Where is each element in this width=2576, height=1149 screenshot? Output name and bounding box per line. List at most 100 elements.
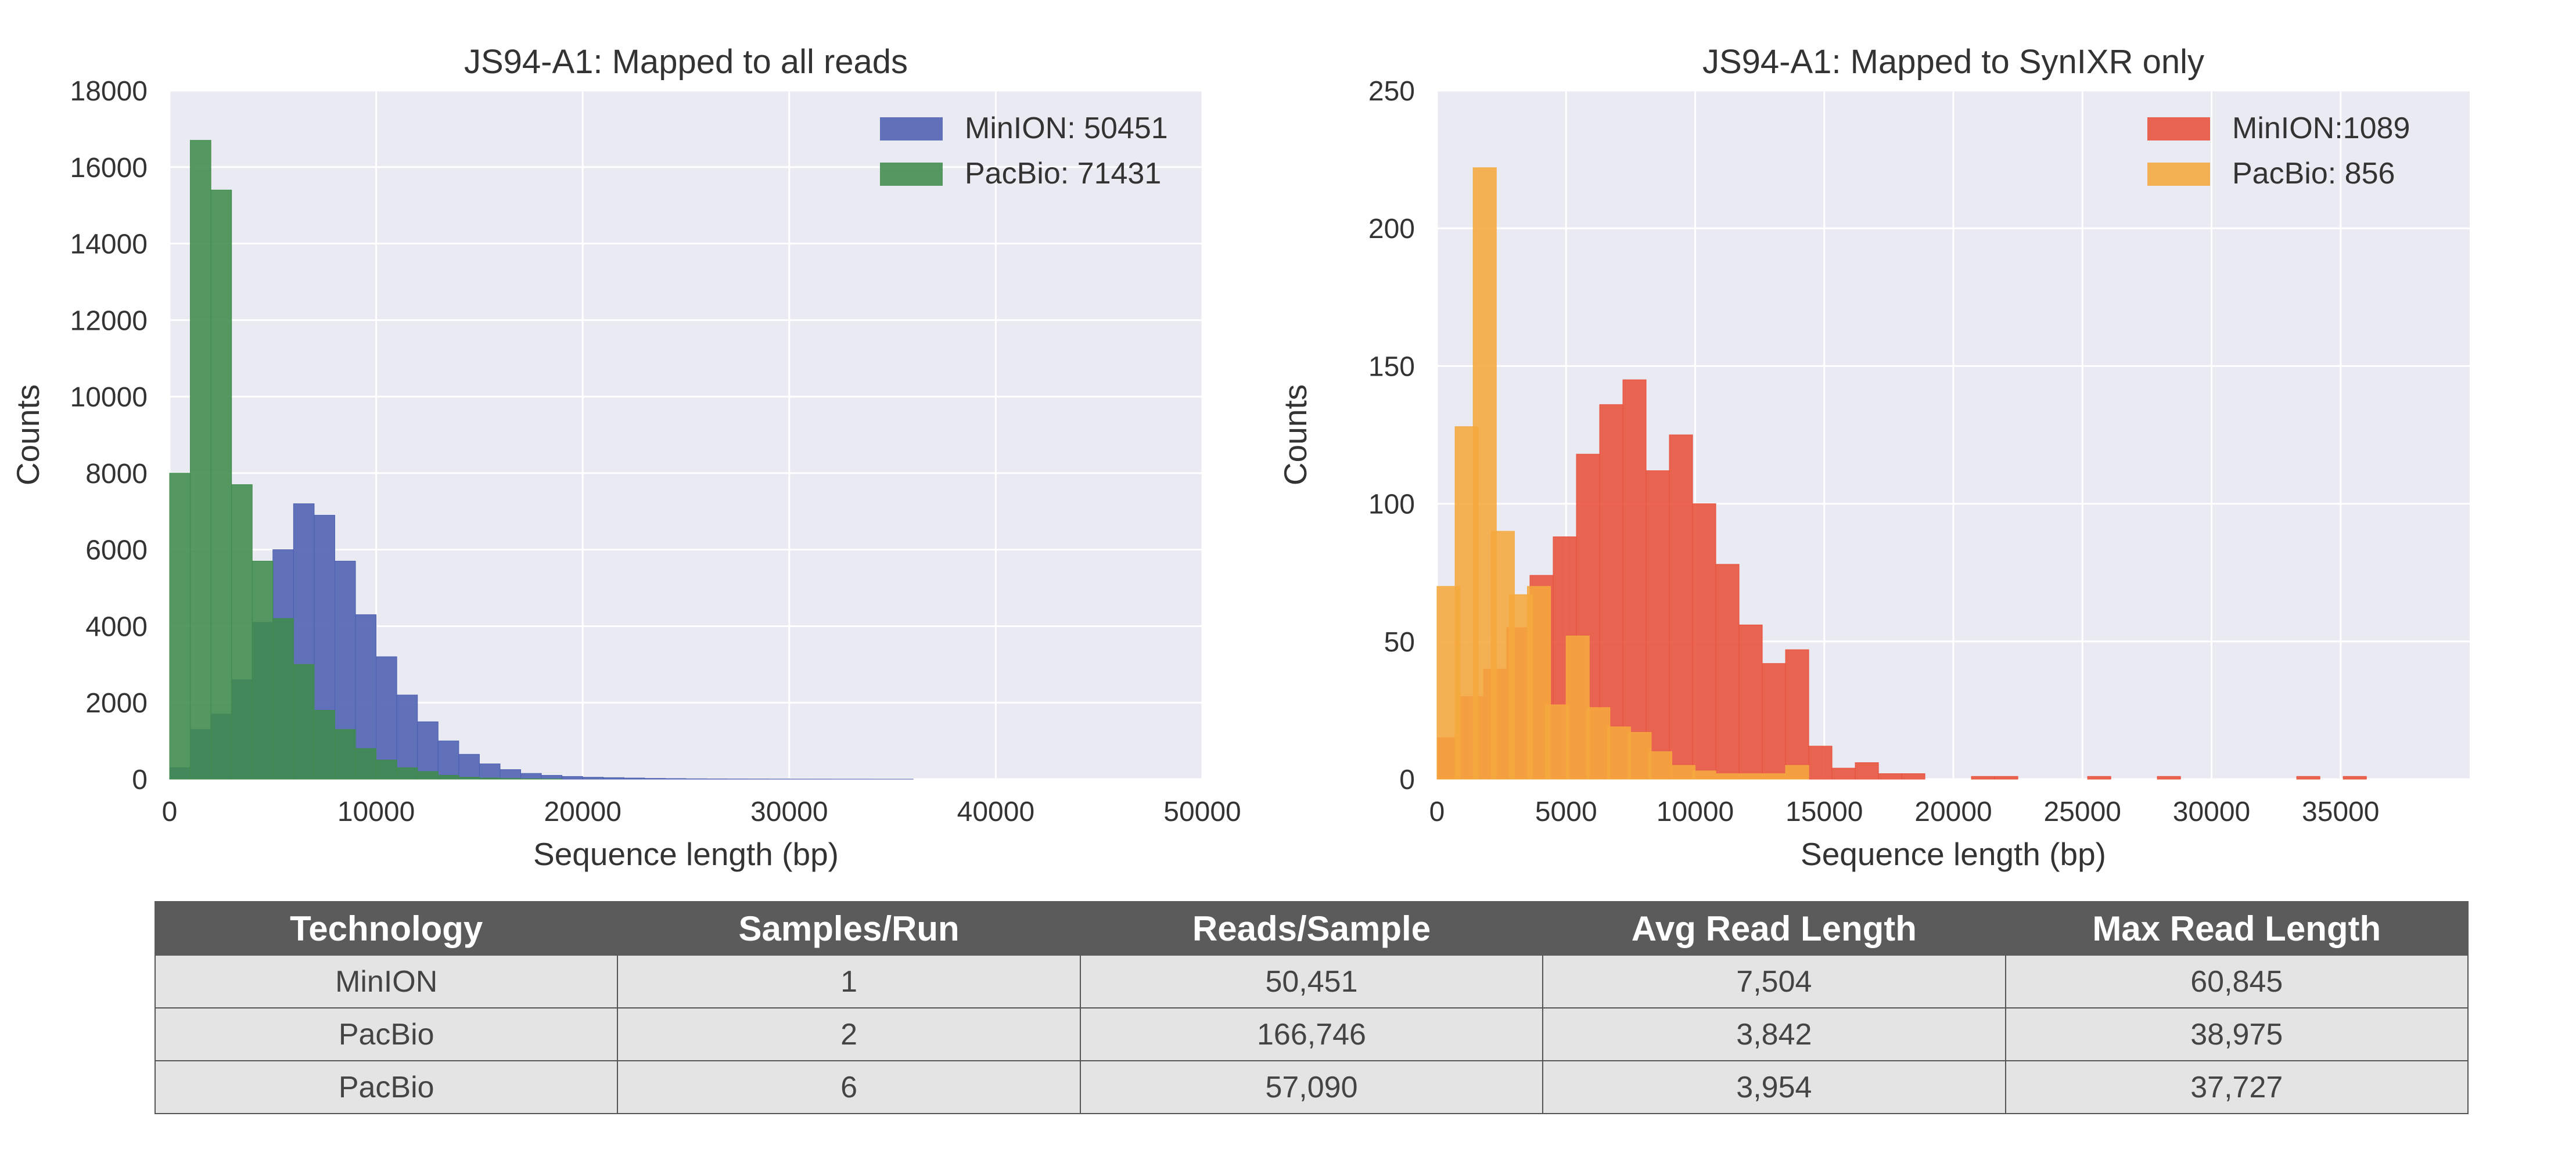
y-tick-label: 100 [1368, 489, 1415, 520]
y-tick-label: 10000 [70, 382, 148, 413]
legend-swatch [880, 117, 943, 141]
legend-label: MinION:1089 [2232, 111, 2410, 145]
x-tick-label: 30000 [750, 797, 828, 827]
y-tick-label: 18000 [70, 76, 148, 107]
series-2 [1436, 167, 1809, 780]
x-tick-label: 20000 [544, 797, 621, 827]
histogram-bar [500, 769, 522, 780]
cell-avg-read-length: 3,842 [1542, 1007, 2006, 1061]
histogram-bar [1692, 503, 1716, 780]
cell-avg-read-length: 7,504 [1542, 955, 2006, 1008]
histogram-bar [169, 473, 191, 780]
x-tick-label: 20000 [1914, 797, 1992, 827]
histogram-bar [1715, 564, 1740, 780]
histogram-bar [1785, 649, 1809, 780]
histogram-bar [1669, 434, 1693, 780]
histogram-bar [623, 777, 645, 780]
histogram-bar [1878, 773, 1902, 780]
histogram-bar [1607, 726, 1631, 780]
y-tick-label: 2000 [85, 688, 148, 719]
histogram-bar [1586, 707, 1611, 780]
legend-swatch [880, 163, 943, 186]
histogram-bar [1565, 635, 1590, 780]
y-tick-label: 150 [1368, 351, 1415, 382]
histogram-bar [417, 721, 439, 780]
header-avg-read-length: Avg Read Length [1542, 901, 2006, 956]
legend: MinION:1089 PacBio: 856 [2147, 111, 2410, 190]
histogram-bar [396, 767, 418, 780]
y-axis-label: Counts [1277, 384, 1313, 485]
histogram-bar [2087, 776, 2111, 780]
histogram-bar [437, 740, 459, 780]
histogram-bar [458, 754, 480, 780]
x-tick-label: 35000 [2302, 797, 2379, 827]
x-tick-label: 30000 [2173, 797, 2250, 827]
histogram-bar [1901, 773, 1925, 780]
chart-panel-2: 0 5000 10000 15000 20000 25000 30000 35000 0 50 10… [1277, 43, 2470, 872]
histogram-bar [210, 189, 232, 780]
charts-area: 0 10000 20000 30000 40000 5000002000400060008… [10, 43, 2470, 872]
y-tick-label: 16000 [70, 153, 148, 183]
cell-technology: PacBio [154, 1007, 619, 1061]
histogram-bar [1785, 765, 1809, 780]
cell-samples-run: 1 [617, 955, 1081, 1008]
histogram-bar [1646, 470, 1670, 780]
y-tick-label: 250 [1368, 76, 1415, 107]
table-header-row: Technology Samples/Run Reads/Sample Avg … [154, 901, 2469, 956]
x-tick-label: 50000 [1163, 797, 1241, 827]
histogram-bar [231, 484, 253, 780]
cell-samples-run: 2 [617, 1007, 1081, 1061]
cell-reads-sample: 166,746 [1079, 1007, 1544, 1061]
header-technology: Technology [154, 901, 619, 956]
x-tick-label: 0 [1429, 797, 1445, 827]
chart-panel-1: 0 10000 20000 30000 40000 50000 0 2000 4000 6000 8… [10, 43, 1241, 872]
y-tick-label: 50 [1384, 627, 1415, 658]
x-tick-label: 5000 [1535, 797, 1597, 827]
histogram-bar [1808, 745, 1833, 780]
read-stats-table: Technology Samples/Run Reads/Sample Avg … [154, 901, 2469, 1114]
histogram-bar [437, 775, 459, 780]
histogram-bar [252, 560, 274, 780]
legend-label: PacBio: 856 [2232, 157, 2395, 190]
histogram-bar [1971, 776, 1995, 780]
y-tick-label: 4000 [85, 611, 148, 642]
cell-avg-read-length: 3,954 [1542, 1060, 2006, 1114]
table-row: PacBio 2 166,746 3,842 38,975 [154, 1007, 2469, 1061]
cell-max-read-length: 37,727 [2004, 1060, 2469, 1114]
cell-max-read-length: 38,975 [2004, 1007, 2469, 1061]
histogram-bar [582, 777, 604, 780]
histogram-bar [1762, 773, 1786, 780]
series-2 [169, 140, 563, 780]
chart-title: JS94-A1: Mapped to all reads [464, 43, 908, 81]
x-tick-label: 10000 [337, 797, 415, 827]
histogram-bar [2343, 776, 2367, 780]
x-tick-label: 40000 [957, 797, 1034, 827]
header-max-read-length: Max Read Length [2004, 901, 2469, 956]
x-tick-label: 25000 [2044, 797, 2121, 827]
cell-technology: PacBio [154, 1060, 619, 1114]
x-axis-label: Sequence length (bp) [533, 836, 839, 872]
cell-samples-run: 6 [617, 1060, 1081, 1114]
y-tick-label: 8000 [85, 459, 148, 489]
y-tick-label: 6000 [85, 535, 148, 566]
y-axis-label: Counts [10, 384, 46, 485]
histogram-bar [376, 759, 397, 780]
chart-title: JS94-A1: Mapped to SynIXR only [1702, 43, 2204, 81]
table-row: MinION 1 50,451 7,504 60,845 [154, 955, 2469, 1008]
histogram-bar [190, 140, 211, 780]
histogram-bar [1762, 663, 1786, 780]
histogram-bar [272, 618, 294, 780]
y-tick-label: 200 [1368, 214, 1415, 244]
histogram-bar [293, 664, 315, 780]
histogram-bar [1692, 770, 1716, 780]
x-tick-label: 15000 [1785, 797, 1863, 827]
table-row: PacBio 6 57,090 3,954 37,727 [154, 1060, 2469, 1114]
histogram-bar [479, 777, 501, 780]
histogram-bar [520, 773, 542, 780]
histogram-bar [1831, 768, 1856, 780]
histogram-bar [376, 656, 397, 780]
histogram-bar [1622, 379, 1647, 780]
legend: MinION: 50451 PacBio: 71431 [880, 111, 1168, 190]
cell-reads-sample: 57,090 [1079, 1060, 1544, 1114]
histogram-bar [417, 771, 439, 780]
